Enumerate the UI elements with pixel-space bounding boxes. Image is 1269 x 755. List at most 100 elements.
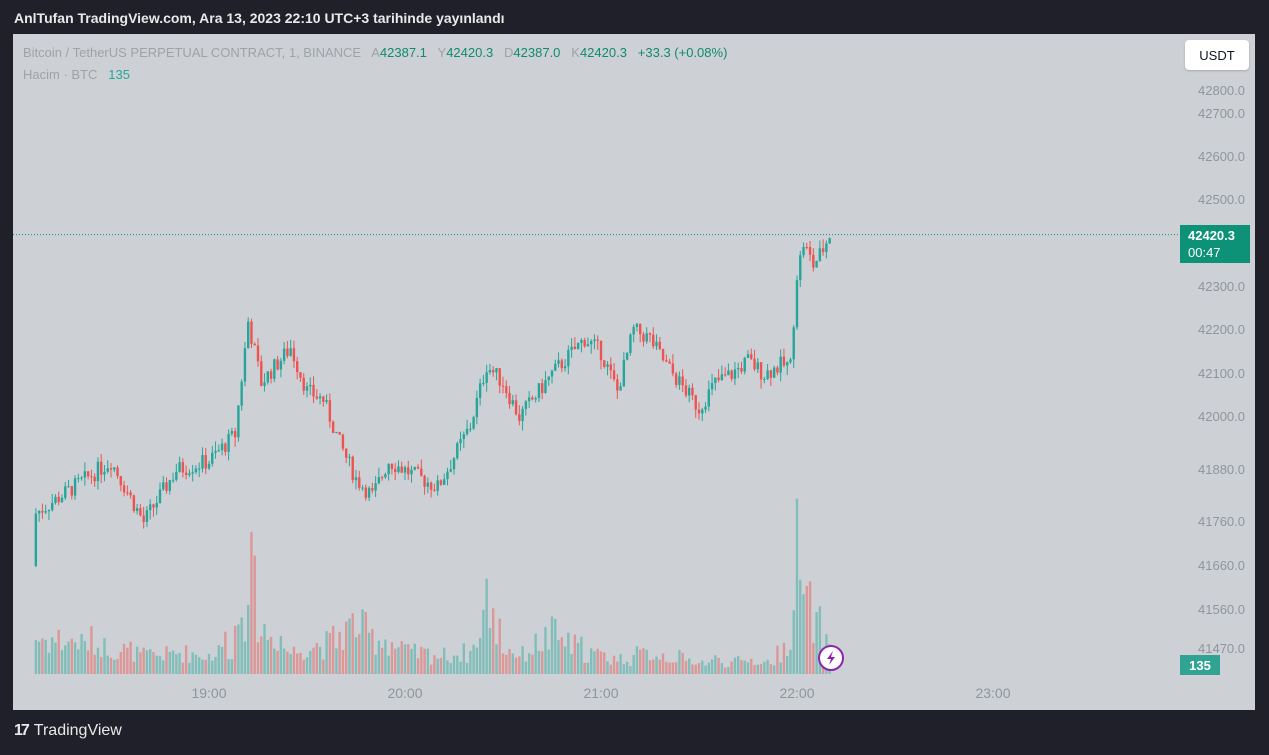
candle-body: [740, 367, 743, 372]
candle-body: [688, 387, 691, 396]
volume-bar: [792, 610, 795, 674]
volume-bar: [198, 657, 201, 674]
candle-body: [93, 476, 96, 482]
volume-bar: [658, 659, 661, 674]
candle-body: [429, 482, 433, 490]
volume-bar: [478, 638, 482, 674]
candle-body: [217, 450, 220, 452]
candle-body: [462, 434, 465, 440]
candle-body: [609, 364, 612, 371]
x-tick-label: 22:00: [779, 685, 814, 701]
candle-body: [106, 468, 109, 472]
volume-bar: [364, 612, 367, 674]
volume-bar: [717, 657, 720, 674]
symbol-name[interactable]: Bitcoin / TetherUS PERPETUAL CONTRACT, 1…: [23, 45, 362, 60]
volume-bar: [524, 661, 528, 674]
volume-bar: [106, 655, 109, 674]
candle-body: [808, 247, 812, 255]
symbol-legend[interactable]: Bitcoin / TetherUS PERPETUAL CONTRACT, 1…: [23, 45, 727, 60]
candle-body: [782, 356, 786, 366]
volume-bar: [371, 628, 374, 674]
candle-body: [511, 400, 514, 405]
candle-body: [305, 386, 309, 391]
candle-body: [397, 466, 400, 473]
volume-bar: [318, 646, 322, 674]
candle-body: [247, 321, 250, 349]
volume-bar: [403, 644, 407, 674]
volume-bar: [452, 655, 456, 674]
chart-area[interactable]: 42800.0 42700.0 42600.0 42500.0 42300.0 42200…: [13, 34, 1255, 710]
volume-bar: [596, 648, 599, 674]
candle-body: [612, 370, 616, 380]
candle-body: [795, 280, 799, 328]
volume-bar: [635, 646, 639, 674]
candle-body: [635, 323, 639, 327]
volume-bar: [263, 624, 266, 674]
volume-bar: [361, 609, 364, 674]
candle-body: [410, 469, 413, 475]
volume-bar: [727, 666, 730, 674]
volume-bar: [269, 636, 273, 674]
candlestick-plot[interactable]: 42800.0 42700.0 42600.0 42500.0 42300.0 42200…: [13, 34, 1255, 710]
candle-body: [155, 503, 158, 508]
currency-button[interactable]: USDT: [1185, 40, 1249, 70]
volume-bar: [619, 654, 622, 674]
candle-body: [253, 343, 256, 346]
y-tick-label: 42300.0: [1198, 279, 1245, 294]
volume-bar: [723, 667, 727, 674]
candle-body: [309, 384, 312, 387]
volume-bar: [54, 642, 57, 674]
volume-bar: [534, 633, 537, 674]
volume-bar: [557, 640, 560, 674]
volume-bar: [145, 650, 149, 674]
volume-bar: [576, 642, 580, 674]
volume-bar: [211, 660, 214, 674]
candle-body: [710, 383, 714, 390]
volume-bar: [122, 643, 126, 674]
low-label: D: [504, 45, 514, 60]
candle-body: [204, 455, 207, 469]
volume-bar: [795, 498, 799, 674]
volume-bar: [616, 661, 619, 674]
volume-bar: [606, 661, 609, 674]
volume-bar: [707, 662, 710, 674]
volume-bar: [550, 616, 554, 674]
volume-bar: [541, 651, 544, 674]
candle-body: [100, 461, 103, 475]
volume-bar: [472, 644, 475, 674]
candle-body: [119, 475, 122, 486]
volume-value: 135: [108, 67, 130, 82]
candle-body: [335, 431, 338, 434]
candle-body: [527, 397, 531, 402]
candle-body: [175, 471, 178, 480]
volume-legend[interactable]: Hacim · BTC 135: [23, 67, 130, 82]
volume-bar: [560, 637, 563, 674]
candle-body: [619, 386, 622, 391]
volume-bar: [194, 654, 198, 674]
volume-bar: [652, 659, 655, 674]
volume-bar: [380, 647, 384, 674]
volume-bar: [416, 658, 420, 674]
volume-bar: [469, 650, 472, 674]
candle-body: [64, 486, 67, 498]
candle-body: [37, 510, 41, 514]
lightning-icon-bolt: [827, 651, 835, 665]
volume-bar: [165, 646, 168, 674]
candle-body: [70, 486, 73, 496]
volume-bar: [808, 581, 812, 674]
volume-bar: [488, 628, 492, 674]
volume-bar: [818, 606, 822, 674]
tradingview-logo[interactable]: 17 TradingView: [14, 722, 122, 740]
volume-bar: [224, 631, 227, 674]
volume-bar: [756, 664, 759, 674]
volume-bar: [162, 660, 165, 674]
y-tick-label: 42800.0: [1198, 83, 1245, 98]
volume-bar: [531, 654, 534, 674]
volume-bar: [80, 634, 83, 674]
candle-body: [616, 379, 619, 391]
candle-body: [113, 467, 116, 470]
y-tick-label: 41660.0: [1198, 558, 1245, 573]
candle-body: [67, 486, 70, 488]
x-tick-label: 19:00: [191, 685, 226, 701]
candle-body: [250, 321, 253, 344]
